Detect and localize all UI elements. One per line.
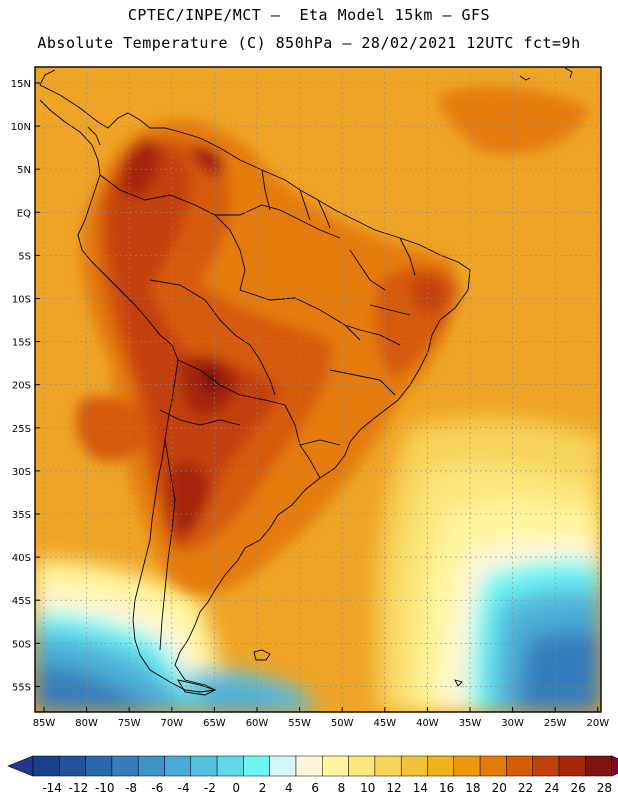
colorbar-swatch (269, 755, 297, 777)
colorbar-label: 6 (311, 781, 319, 795)
colorbar-swatch (216, 755, 244, 777)
colorbar-label: 2 (259, 781, 267, 795)
colorbar-swatch (558, 755, 586, 777)
cold-field-shading (35, 419, 601, 712)
colorbar-label: 28 (597, 781, 612, 795)
lat-label: 15N (11, 79, 31, 90)
colorbar-swatch (585, 755, 612, 777)
lat-label: 45S (12, 596, 31, 607)
colorbar-swatch (400, 755, 428, 777)
colorbar-label: -14 (42, 781, 62, 795)
colorbar-swatch (190, 755, 218, 777)
lat-label: 15S (12, 338, 31, 349)
colorbar-swatch (479, 755, 507, 777)
lat-label: 5N (17, 165, 31, 176)
colorbar (7, 755, 618, 777)
lat-label: 55S (12, 682, 31, 693)
lat-label: EQ (17, 208, 31, 219)
colorbar-label: -10 (95, 781, 115, 795)
colorbar-label: -2 (204, 781, 216, 795)
colorbar-swatch (137, 755, 165, 777)
lat-label: 20S (12, 381, 31, 392)
lon-label: 20W (586, 718, 609, 729)
colorbar-swatch (243, 755, 270, 777)
lat-label: 10S (12, 295, 31, 306)
colorbar-swatch (532, 755, 560, 777)
lon-label: 25W (544, 718, 567, 729)
lat-label: 10N (11, 122, 31, 133)
lon-label: 80W (75, 718, 98, 729)
map-frame (34, 66, 602, 713)
chart-title-line1: CPTEC/INPE/MCT – Eta Model 15km – GFS (127, 6, 491, 24)
colorbar-label: 22 (518, 781, 533, 795)
colorbar-over-triangle (611, 755, 618, 777)
lon-label: 85W (33, 718, 56, 729)
colorbar-swatch (59, 755, 86, 777)
colorbar-label: 24 (544, 781, 559, 795)
colorbar-swatch (374, 755, 402, 777)
colorbar-swatch (348, 755, 376, 777)
colorbar-label: 12 (386, 781, 401, 795)
colorbar-label: -8 (125, 781, 137, 795)
colorbar-swatch (453, 755, 481, 777)
chart-title-line2: Absolute Temperature (C) 850hPa – 28/02/… (37, 34, 581, 52)
colorbar-label: 26 (571, 781, 586, 795)
lat-label: 40S (12, 553, 31, 564)
warm-field-shading (75, 87, 590, 594)
colorbar-swatch (295, 755, 323, 777)
lon-label: 40W (416, 718, 439, 729)
lon-label: 45W (373, 718, 396, 729)
longitude-labels: 85W 80W 75W 70W 65W 60W 55W 50W 45W 40W 35W 30W 25W 2… (33, 707, 609, 729)
latitude-labels: 15N 10N 5N EQ 5S 10S 15S 20S 25S 30S 35S 40S 45S 50S 5… (11, 79, 40, 693)
lon-label: 30W (501, 718, 524, 729)
colorbar-label: -6 (151, 781, 163, 795)
lat-label: 35S (12, 510, 31, 521)
colorbar-swatch (427, 755, 455, 777)
lon-label: 70W (160, 718, 183, 729)
colorbar-label: -12 (69, 781, 89, 795)
colorbar-label: -4 (178, 781, 190, 795)
lon-label: 75W (118, 718, 141, 729)
colorbar-swatch (32, 755, 60, 777)
lat-lon-gridlines (35, 67, 601, 712)
colorbar-label: 16 (439, 781, 454, 795)
lat-label: 25S (12, 424, 31, 435)
lat-label: 30S (12, 467, 31, 478)
lat-label: 5S (18, 251, 31, 262)
colorbar-label: 14 (413, 781, 428, 795)
colorbar-labels: -14 -12 -10 -8 -6 -4 -2 0 2 4 6 8 10 12 14 16 18 20 22 24 26… (42, 781, 612, 795)
colorbar-swatch (111, 755, 139, 777)
colorbar-label: 8 (338, 781, 346, 795)
lon-label: 50W (331, 718, 354, 729)
colorbar-label: 0 (232, 781, 240, 795)
colorbar-label: 18 (465, 781, 480, 795)
colorbar-swatch (506, 755, 533, 777)
colorbar-swatch (322, 755, 349, 777)
lon-label: 65W (203, 718, 226, 729)
lon-label: 55W (288, 718, 311, 729)
lon-label: 35W (459, 718, 482, 729)
colorbar-under-triangle (7, 755, 34, 777)
colorbar-label: 4 (285, 781, 293, 795)
lat-label: 50S (12, 639, 31, 650)
colorbar-label: 10 (360, 781, 375, 795)
lon-label: 60W (246, 718, 269, 729)
coastline-and-borders (39, 67, 573, 696)
colorbar-swatch (85, 755, 113, 777)
colorbar-swatch (164, 755, 192, 777)
colorbar-label: 20 (492, 781, 507, 795)
